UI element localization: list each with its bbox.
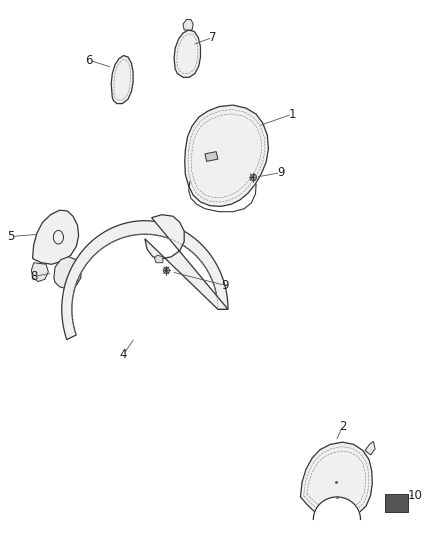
Polygon shape [145,215,228,309]
Polygon shape [300,442,372,520]
Polygon shape [183,20,193,30]
Text: 2: 2 [339,420,346,433]
Polygon shape [185,105,268,206]
FancyBboxPatch shape [385,494,408,512]
Text: 7: 7 [208,31,216,44]
Polygon shape [174,30,201,77]
Polygon shape [54,257,81,289]
Text: 1: 1 [288,108,296,120]
Text: 10: 10 [408,489,423,502]
Polygon shape [62,221,228,340]
Text: 5: 5 [7,230,15,243]
Polygon shape [111,55,133,103]
Text: 6: 6 [85,53,92,67]
Polygon shape [32,210,78,264]
Text: 8: 8 [30,270,37,283]
Polygon shape [205,152,218,161]
Text: 9: 9 [221,279,228,292]
Polygon shape [365,441,375,455]
Text: 9: 9 [277,166,285,179]
Polygon shape [155,255,163,263]
Polygon shape [32,263,48,281]
Text: 4: 4 [120,348,127,361]
